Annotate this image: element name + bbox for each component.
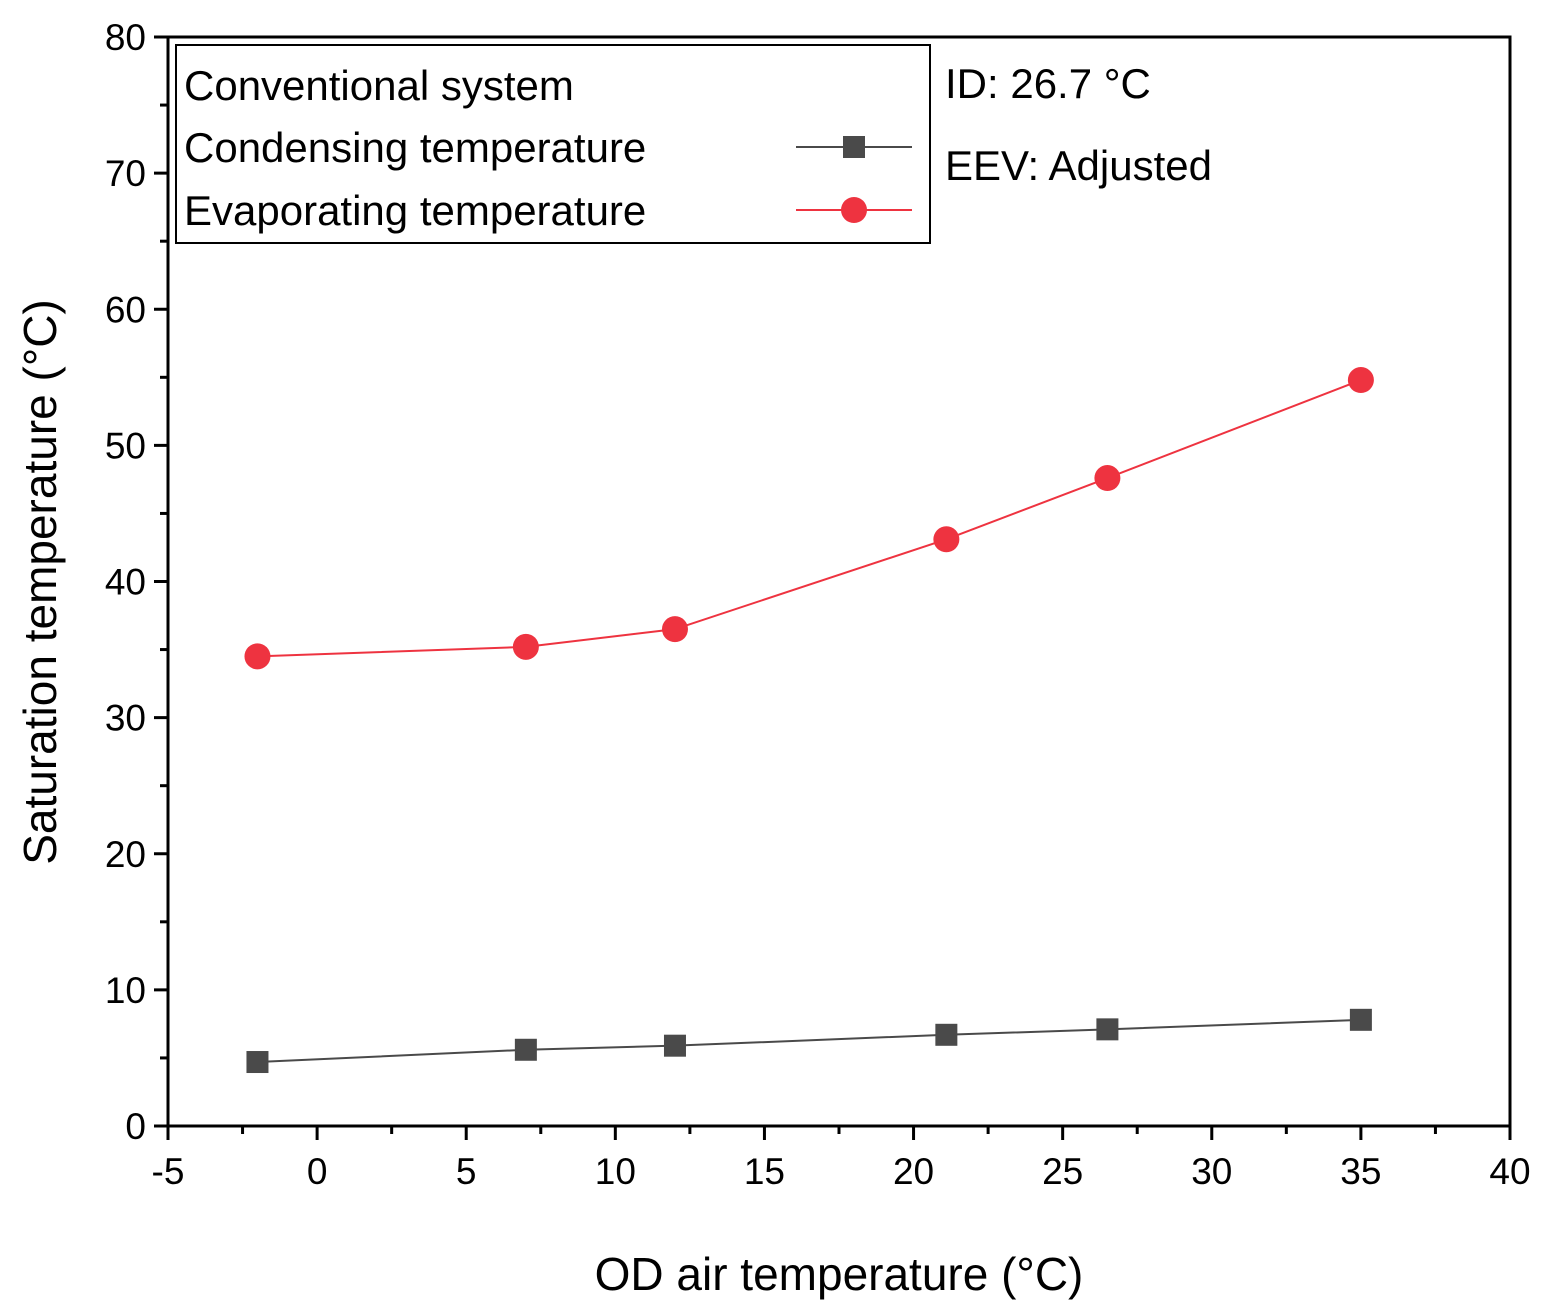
- x-tick-label: 0: [307, 1151, 328, 1192]
- x-tick-label: 20: [893, 1151, 934, 1192]
- legend-label-condensing: Condensing temperature: [184, 124, 646, 171]
- series-condensing: [246, 1008, 1372, 1074]
- data-point-condensing: [246, 1051, 269, 1074]
- data-point-condensing: [663, 1034, 686, 1057]
- x-tick-label: 5: [456, 1151, 477, 1192]
- x-tick-label: -5: [152, 1151, 185, 1192]
- annotation-eev: EEV: Adjusted: [945, 142, 1212, 189]
- x-axis-ticks: -5 0 5 10 15 20 25 30 35 40: [152, 1126, 1531, 1192]
- data-point-evaporating: [933, 526, 960, 553]
- y-tick-label: 60: [105, 289, 146, 330]
- y-tick-label: 80: [105, 17, 146, 58]
- x-tick-label: 25: [1042, 1151, 1083, 1192]
- y-axis-ticks: 0 10 20 30 40 50 60 70 80: [105, 17, 168, 1147]
- legend-title: Conventional system: [184, 62, 574, 109]
- data-point-evaporating: [661, 616, 688, 643]
- data-point-evaporating: [244, 643, 271, 670]
- data-point-condensing: [1096, 1018, 1119, 1041]
- x-tick-label: 10: [595, 1151, 636, 1192]
- series-line-evaporating: [257, 379, 1362, 658]
- x-tick-label: 30: [1191, 1151, 1232, 1192]
- x-tick-label: 15: [744, 1151, 785, 1192]
- data-point-evaporating: [1094, 465, 1121, 492]
- y-tick-label: 0: [125, 1106, 146, 1147]
- y-axis-title: Saturation temperature (°C): [14, 299, 66, 865]
- data-point-evaporating: [512, 633, 539, 660]
- annotation-id: ID: 26.7 °C: [945, 60, 1151, 107]
- y-tick-label: 10: [105, 970, 146, 1011]
- y-tick-label: 30: [105, 698, 146, 739]
- series-line-condensing: [257, 1018, 1361, 1064]
- data-point-evaporating: [1347, 367, 1374, 394]
- data-point-condensing: [1349, 1008, 1372, 1031]
- y-tick-label: 40: [105, 562, 146, 603]
- y-tick-label: 20: [105, 834, 146, 875]
- x-tick-label: 40: [1489, 1151, 1530, 1192]
- x-tick-label: 35: [1340, 1151, 1381, 1192]
- legend: Conventional system Condensing temperatu…: [175, 44, 931, 244]
- data-point-condensing: [935, 1023, 958, 1046]
- legend-label-evaporating: Evaporating temperature: [184, 187, 646, 234]
- y-tick-label: 70: [105, 153, 146, 194]
- series-layer: [244, 367, 1374, 1074]
- legend-marker-circle: [841, 197, 867, 223]
- x-axis-title: OD air temperature (°C): [595, 1248, 1084, 1300]
- series-evaporating: [244, 367, 1374, 670]
- y-tick-label: 50: [105, 425, 146, 466]
- data-point-condensing: [514, 1038, 537, 1061]
- legend-marker-square: [843, 136, 865, 158]
